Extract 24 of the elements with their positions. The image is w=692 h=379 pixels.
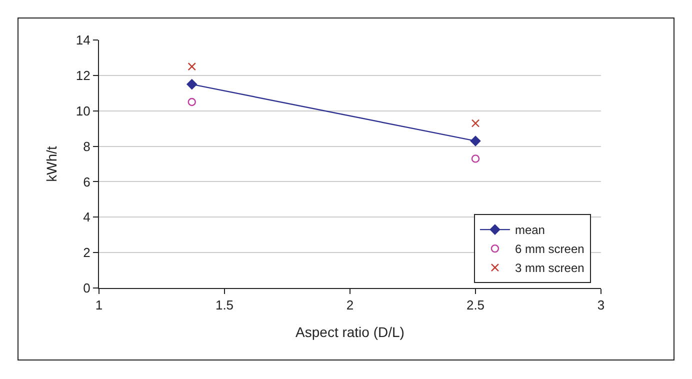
x-tick-label: 1 <box>95 298 103 313</box>
x-tick-label: 2.5 <box>466 298 485 313</box>
x-tick-label: 2 <box>346 298 354 313</box>
y-axis-title: kWh/t <box>44 146 60 182</box>
y-tick-label: 4 <box>83 210 90 225</box>
y-tick-label: 12 <box>76 68 90 83</box>
y-tick-label: 10 <box>76 103 90 118</box>
point <box>471 119 480 128</box>
y-tick-label: 6 <box>83 174 90 190</box>
point <box>470 136 481 146</box>
legend-label: 6 mm screen <box>514 242 584 256</box>
y-tick-label: 8 <box>83 138 90 154</box>
x-axis-title: Aspect ratio (D/L) <box>296 324 404 340</box>
point <box>186 79 198 90</box>
point <box>471 154 480 163</box>
legend-label: mean <box>514 223 545 238</box>
y-tick-label: 2 <box>83 245 90 260</box>
y-tick-label: 0 <box>83 280 90 296</box>
point <box>188 62 196 71</box>
y-tick-label: 14 <box>76 32 90 48</box>
x-tick-label: 1.5 <box>215 298 234 313</box>
x-tick-label: 3 <box>597 298 605 313</box>
legend-label: 3 mm screen <box>514 261 584 276</box>
point <box>188 98 196 106</box>
